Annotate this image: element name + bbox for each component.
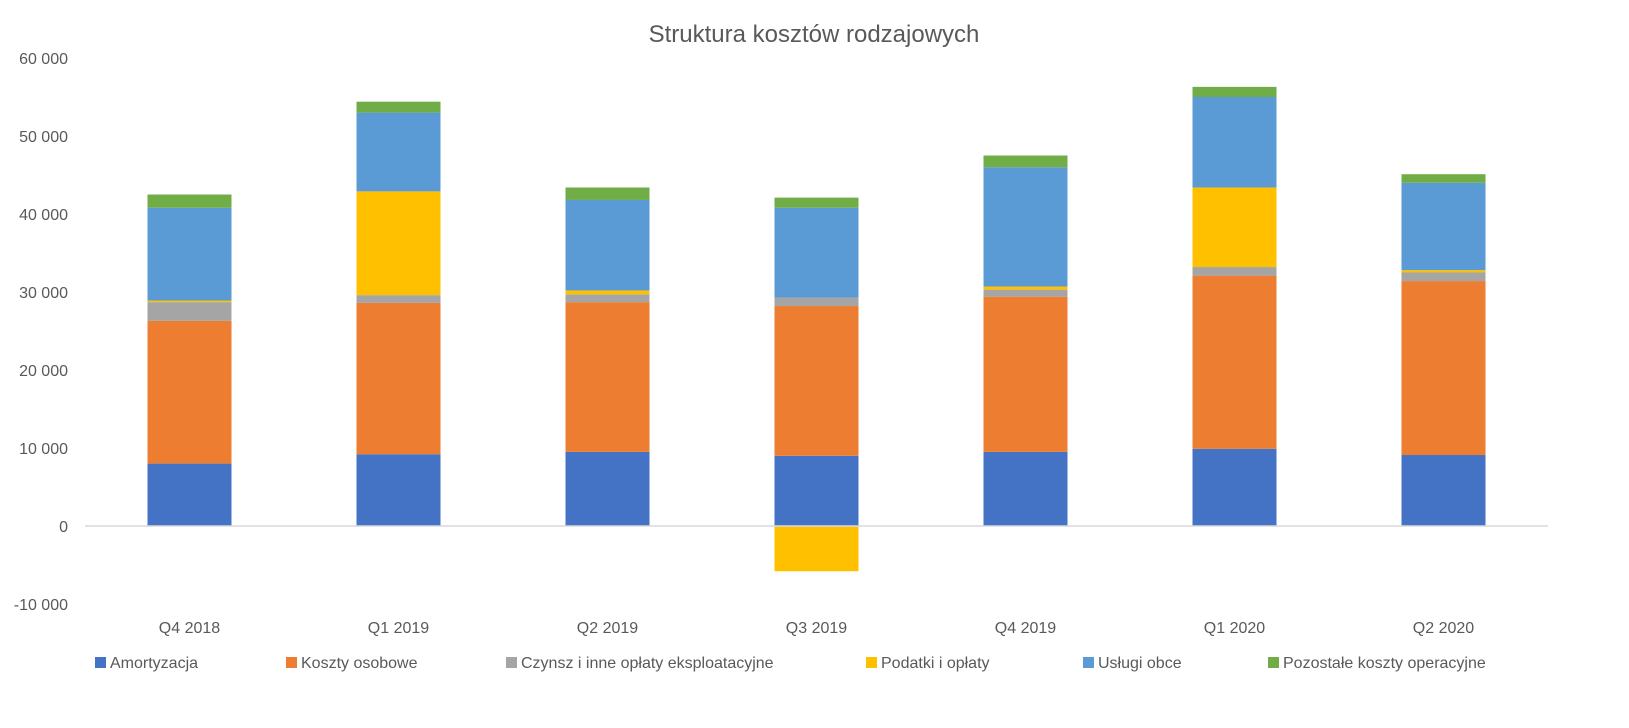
y-tick-label: -10 000 (14, 597, 68, 614)
bar-segment (147, 207, 232, 301)
bar-segment (774, 197, 859, 208)
x-tick-label: Q1 2019 (368, 620, 429, 637)
x-tick-label: Q2 2019 (577, 620, 638, 637)
y-tick-label: 40 000 (19, 207, 68, 224)
legend-item: Usługi obce (1083, 655, 1182, 672)
legend-item: Amortyzacja (95, 655, 198, 672)
bar-segment (565, 290, 650, 295)
legend-label: Pozostałe koszty operacyjne (1283, 655, 1486, 672)
bar-segment (1401, 270, 1486, 273)
x-tick-label: Q4 2018 (159, 620, 220, 637)
legend: Amortyzacja Koszty osobowe Czynsz i inne o… (95, 655, 1486, 672)
legend-swatch (866, 657, 877, 668)
y-tick-label: 60 000 (19, 51, 68, 68)
legend-swatch (506, 657, 517, 668)
legend-item: Czynsz i inne opłaty eksploatacyjne (506, 655, 774, 672)
bar-segment (774, 455, 859, 526)
x-tick-label: Q4 2019 (995, 620, 1056, 637)
legend-swatch (1268, 657, 1279, 668)
y-tick-label: 50 000 (19, 129, 68, 146)
legend-swatch (1083, 657, 1094, 668)
bar-segment (565, 187, 650, 200)
legend-item: Koszty osobowe (286, 655, 418, 672)
bar-segment (983, 289, 1068, 297)
bar-segment (1192, 187, 1277, 268)
bar-segment (147, 302, 232, 321)
y-tick-label: 0 (59, 519, 68, 536)
bar-segment (983, 167, 1068, 287)
y-axis: -10 000 0 10 000 20 000 30 000 40 000 50 000 60… (14, 51, 68, 614)
bar-segment (1401, 182, 1486, 271)
bar-segment (147, 320, 232, 464)
legend-label: Czynsz i inne opłaty eksploatacyjne (521, 655, 774, 672)
legend-swatch (286, 657, 297, 668)
bar-segment (774, 526, 859, 572)
bar-segment (1401, 174, 1486, 183)
bar-segment (356, 101, 441, 113)
legend-item: Podatki i opłaty (866, 655, 990, 672)
bar-segment (1401, 455, 1486, 526)
bar-segment (1401, 272, 1486, 282)
legend-swatch (95, 657, 106, 668)
legend-label: Koszty osobowe (301, 655, 418, 672)
chart-title: Struktura kosztów rodzajowych (649, 21, 980, 48)
bar-segment (565, 199, 650, 291)
bar-segment (356, 295, 441, 303)
bar-segment (1192, 448, 1277, 526)
bar-segment (983, 155, 1068, 168)
bar-segment (565, 294, 650, 303)
x-axis: Q4 2018 Q1 2019 Q2 2019 Q3 2019 Q4 2019 Q1 20… (159, 620, 1474, 637)
legend-item: Pozostałe koszty operacyjne (1268, 655, 1486, 672)
y-tick-label: 20 000 (19, 363, 68, 380)
bar-segment (774, 297, 859, 307)
bar-segment (774, 207, 859, 298)
legend-label: Podatki i opłaty (881, 655, 990, 672)
x-tick-label: Q1 2020 (1204, 620, 1265, 637)
bar-segment (356, 112, 441, 192)
bar-segment (983, 296, 1068, 452)
bar-segment (356, 454, 441, 526)
bar-segment (1192, 86, 1277, 97)
bar-segment (565, 451, 650, 526)
bar-segment (1192, 275, 1277, 449)
bar-segment (983, 286, 1068, 290)
x-tick-label: Q2 2020 (1413, 620, 1474, 637)
bar-segment (356, 191, 441, 296)
bar-segment (147, 194, 232, 208)
bar-segment (774, 306, 859, 456)
bars-layer (147, 86, 1486, 572)
x-tick-label: Q3 2019 (786, 620, 847, 637)
bar-segment (1192, 97, 1277, 188)
bar-segment (356, 302, 441, 455)
bar-segment (1192, 267, 1277, 276)
y-tick-label: 30 000 (19, 285, 68, 302)
bar-segment (983, 451, 1068, 526)
bar-segment (147, 463, 232, 526)
y-tick-label: 10 000 (19, 441, 68, 458)
bar-segment (565, 302, 650, 452)
bar-segment (147, 300, 232, 303)
bar-segment (1401, 281, 1486, 456)
legend-label: Amortyzacja (110, 655, 198, 672)
legend-label: Usługi obce (1098, 655, 1182, 672)
